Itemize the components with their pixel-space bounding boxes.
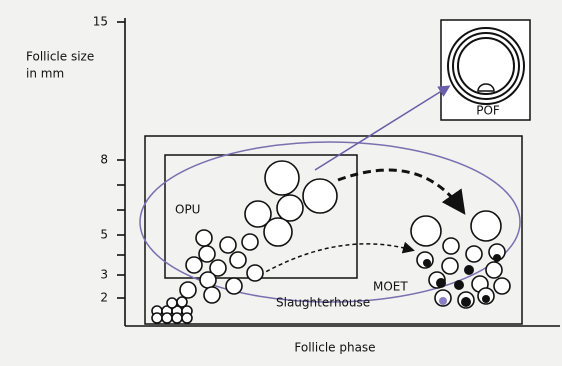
moet-label: MOET [373,280,408,294]
y-axis-label: in mm [26,67,64,81]
tick-label: 15 [93,15,108,29]
pof-label: POF [476,104,500,118]
opu-label: OPU [175,203,200,217]
tick-label: 3 [100,268,108,282]
y-axis-label: Follicle size [26,50,94,64]
tick-label: 8 [100,153,108,167]
slaughterhouse-label: Slaughterhouse [276,296,370,310]
x-axis-label: Follicle phase [294,341,375,355]
diagram: 15 8 5 3 2 Follicle size in mm Follicle … [0,0,562,366]
tick-label: 2 [100,291,108,305]
tick-label: 5 [100,228,108,242]
